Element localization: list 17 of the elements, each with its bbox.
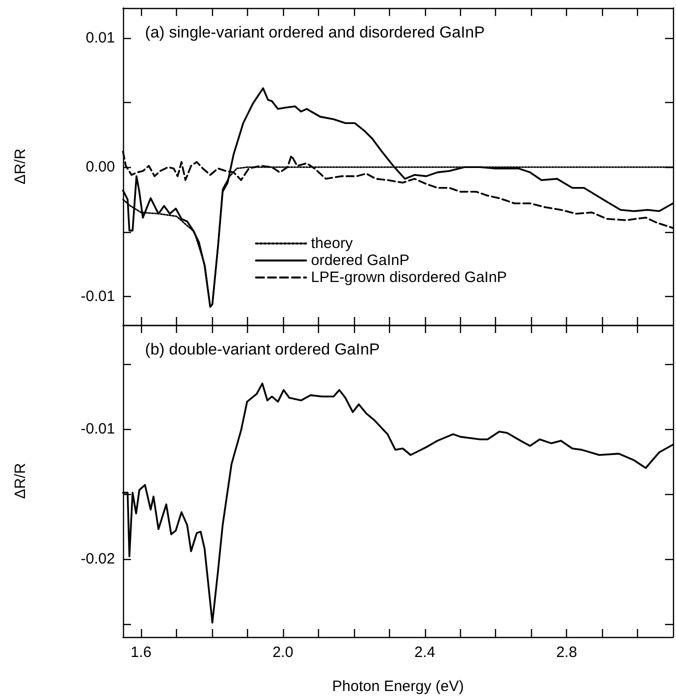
y-tick-label: -0.01 [80, 420, 115, 438]
legend-label: theory [311, 235, 354, 252]
y-tick-label: 0.00 [86, 158, 115, 176]
text: (a) single-variant ordered and disordered GaInP [145, 24, 485, 42]
x-tick-label: 2.0 [272, 644, 294, 661]
legend-label: LPE-grown disordered GaInP [311, 269, 507, 286]
x-axis-title: Photon Energy (eV) [332, 678, 464, 695]
y-axis-title: ΔR/R [12, 462, 29, 499]
y-tick-label: 0.01 [86, 29, 115, 46]
y-tick-label: -0.01 [80, 288, 115, 306]
y-axis-title: ΔR/R [12, 148, 29, 184]
x-tick-label: 1.6 [130, 644, 152, 661]
y-tick-label: -0.02 [80, 550, 115, 568]
x-tick-label: 2.8 [556, 644, 578, 661]
legend-label: ordered GaInP [311, 252, 410, 269]
text: (b) double-variant ordered GaInP [145, 342, 380, 358]
x-tick-label: 2.4 [414, 644, 436, 661]
